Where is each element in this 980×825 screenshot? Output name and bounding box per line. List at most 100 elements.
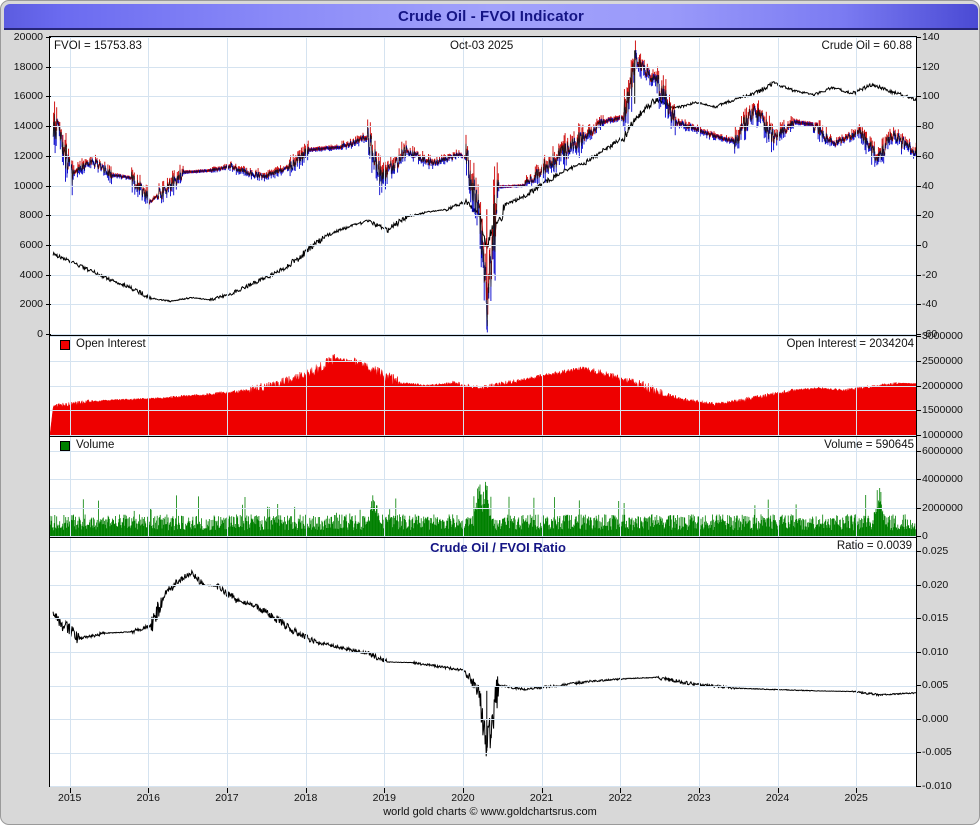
crude-axis-label-40-tick [916,185,921,187]
fvoi-axis-label-10000-tick [46,185,51,187]
x-axis-label-2023: 2023 [687,792,711,804]
crude-axis-label-60: 60 [922,149,934,162]
fvoi-axis-label-16000: 16000 [13,90,43,103]
ratio-value-label: Ratio = 0.0039 [836,540,912,552]
crude-axis-label-120-tick [916,66,921,68]
open-interest-panel: Open Interest Open Interest = 2034204 [49,335,917,436]
x-axis-label-2016: 2016 [136,792,160,804]
oi-axis-label-2000000-tick [916,385,921,387]
x-axis-tick-2018 [305,788,307,793]
crude-axis-label--20-tick [916,274,921,276]
crude-axis-label-140: 140 [922,31,940,43]
volume-axis-label-6000000: 6000000 [922,445,963,458]
x-axis-tick-2022 [620,788,622,793]
crude-axis-label-100: 100 [922,90,940,103]
crude-axis-label-120: 120 [922,60,940,73]
crude-axis-label-100-tick [916,96,921,98]
volume-legend-label: Volume [76,439,115,451]
fvoi-axis-label-0: 0 [37,328,43,340]
ratio-axis-label-0025-tick [916,551,921,553]
fvoi-axis-label-6000: 6000 [19,238,43,251]
x-axis-label-2025: 2025 [844,792,868,804]
fvoi-axis-label-2000: 2000 [19,298,43,311]
crude-axis-label-80-tick [916,126,921,128]
fvoi-axis-label-2000-tick [46,304,51,306]
volume-axis-label-2000000-tick [916,507,921,509]
fvoi-axis-label-12000-tick [46,155,51,157]
x-axis-label-2015: 2015 [57,792,82,804]
ratio-axis-label-002: 0.020 [922,578,949,591]
ratio-axis-label-0005-tick [916,752,921,754]
ratio-plot [52,568,916,757]
volume-axis-label-0: 0 [922,530,928,542]
x-axis-tick-2016 [148,788,150,793]
window-title-bar: Crude Oil - FVOI Indicator [4,4,978,30]
crude-axis-label-60-tick [916,155,921,157]
open-interest-legend-label: Open Interest [76,338,146,350]
footer-credit: world gold charts © www.goldchartsrus.co… [383,806,597,818]
open-interest-legend-swatch [60,340,70,350]
oi-axis-label-2500000: 2500000 [922,354,963,367]
crude-oil-value-label: Crude Oil = 60.88 [821,40,912,52]
ratio-panel-title: Crude Oil / FVOI Ratio [430,540,566,555]
volume-value-label: Volume = 590645 [824,439,914,451]
oi-axis-label-2500000-tick [916,360,921,362]
oi-axis-label-1500000: 1500000 [922,404,963,417]
x-axis-tick-2017 [226,788,228,793]
volume-axis-label-0-tick [916,536,921,537]
fvoi-axis-label-12000: 12000 [13,149,43,162]
crude-axis-label--60-tick [916,334,921,335]
crude-axis-label--20: -20 [922,268,938,281]
x-axis-tick-2023 [698,788,700,793]
x-axis-tick-2024 [777,788,779,793]
x-axis-tick-2015 [69,788,71,793]
crude-axis-label--60: -60 [922,328,938,340]
crude-axis-label-20-tick [916,215,921,217]
crude-axis-label-80: 80 [922,120,934,133]
volume-axis-label-4000000: 4000000 [922,473,963,486]
x-axis-label-2019: 2019 [372,792,396,804]
volume-plot [50,481,916,536]
ratio-axis-label-0015: 0.015 [922,612,949,625]
crude-axis-label-20: 20 [922,209,934,222]
x-axis-tick-2019 [384,788,386,793]
x-axis-label-2017: 2017 [215,792,239,804]
fvoi-axis-label-20000: 20000 [13,31,43,43]
fvoi-value-label: FVOI = 15753.83 [54,40,142,52]
crude-axis-label-0-tick [916,244,921,246]
fvoi-axis-label-14000-tick [46,126,51,128]
x-axis-label-2024: 2024 [765,792,790,804]
ratio-axis-label-0005: -0.005 [922,746,952,759]
ratio-axis-label-0015-tick [916,618,921,620]
ratio-axis-label-0025: 0.025 [922,545,949,558]
oi-axis-label-1500000-tick [916,410,921,412]
volume-legend-swatch [60,441,70,451]
x-axis-label-2020: 2020 [451,792,475,804]
ratio-axis-label-001: -0.010 [922,780,952,792]
chart-date-label: Oct-03 2025 [450,40,514,52]
ratio-axis-label-0005-tick [916,685,921,687]
fvoi-axis-label-20000-tick [46,37,51,38]
crude-axis-label-140-tick [916,37,921,38]
x-axis-label-2022: 2022 [608,792,632,804]
oi-axis-label-1000000-tick [916,435,921,436]
open-interest-plot [50,354,916,435]
open-interest-value-label: Open Interest = 2034204 [786,338,914,350]
volume-panel: Volume Volume = 590645 [49,436,917,537]
x-axis-tick-2020 [462,788,464,793]
ratio-axis-label-001: 0.010 [922,645,949,658]
volume-axis-label-2000000: 2000000 [922,501,963,514]
price-fvoi-plot [52,40,916,333]
crude-axis-label-40: 40 [922,179,934,192]
oi-axis-label-3000000-tick [916,336,921,337]
volume-axis-label-6000000-tick [916,451,921,453]
x-axis-tick-2025 [856,788,858,793]
ratio-axis-label-0-tick [916,718,921,720]
fvoi-axis-label-6000-tick [46,244,51,246]
fvoi-axis-label-8000: 8000 [19,209,43,222]
fvoi-axis-label-16000-tick [46,96,51,98]
volume-axis-label-4000000-tick [916,479,921,481]
x-axis-label-2018: 2018 [293,792,318,804]
fvoi-axis-label-18000-tick [46,66,51,68]
